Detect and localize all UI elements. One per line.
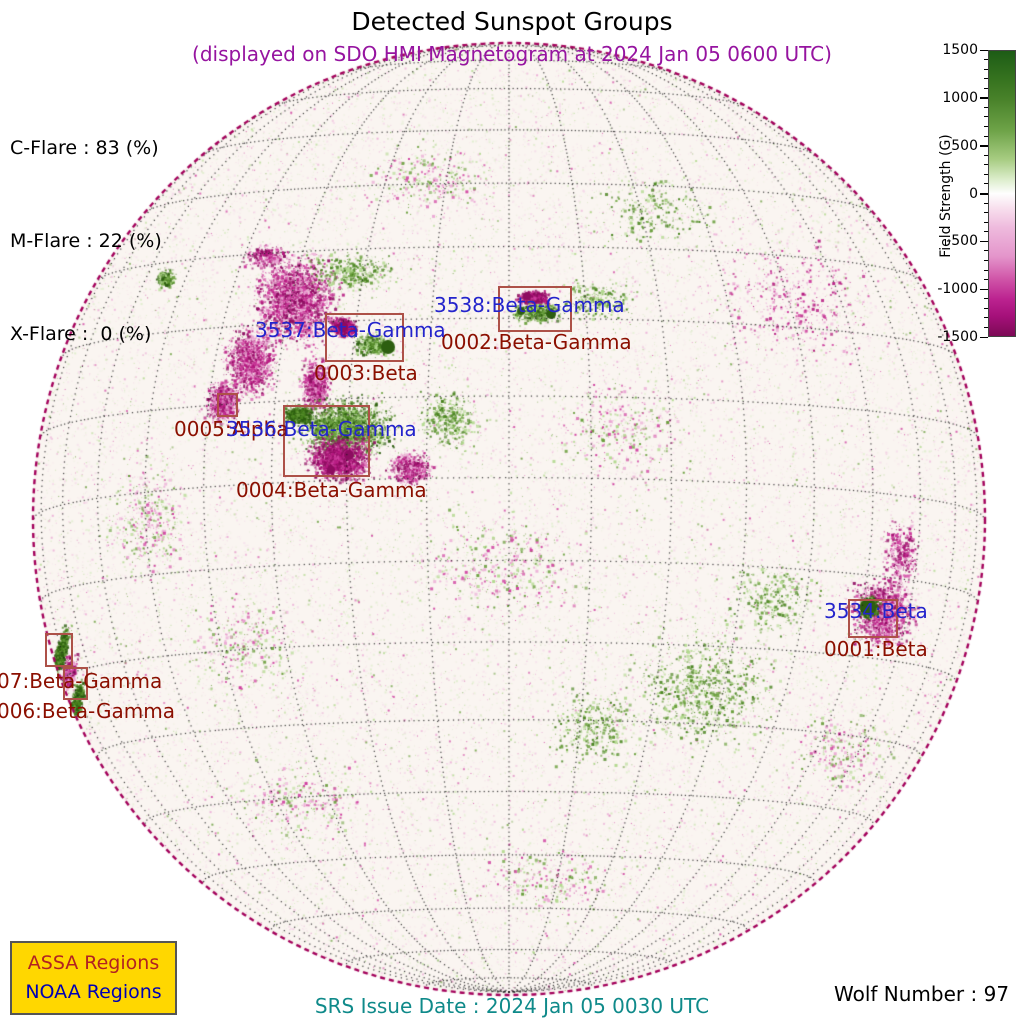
sunspot-region-box bbox=[848, 599, 898, 638]
colorbar-minor-tick bbox=[984, 154, 988, 156]
colorbar-tick-label: 1000 bbox=[942, 89, 978, 106]
c-flare-probability: C-Flare : 83 (%) bbox=[10, 137, 159, 159]
colorbar-major-tick bbox=[980, 145, 988, 147]
colorbar-major-tick bbox=[980, 97, 988, 99]
colorbar-minor-tick bbox=[984, 87, 988, 89]
colorbar-major-tick bbox=[980, 193, 988, 195]
colorbar-minor-tick bbox=[984, 231, 988, 233]
colorbar-tick-label: -1000 bbox=[937, 281, 978, 298]
colorbar-tick-label: -500 bbox=[946, 233, 978, 250]
colorbar-minor-tick bbox=[984, 78, 988, 80]
noaa-region-label: 3536:Beta-Gamma bbox=[226, 417, 417, 441]
colorbar-major-tick bbox=[980, 240, 988, 243]
colorbar-minor-tick bbox=[984, 164, 988, 166]
assa-region-label: 0005:Alpha bbox=[174, 417, 289, 441]
assa-region-label: 07:Beta-Gamma bbox=[0, 669, 163, 693]
x-flare-probability: X-Flare : 0 (%) bbox=[10, 323, 152, 345]
colorbar-minor-tick bbox=[984, 135, 988, 137]
colorbar-minor-tick bbox=[984, 298, 988, 300]
colorbar-minor-tick bbox=[984, 326, 988, 328]
colorbar-tick-label: 1500 bbox=[942, 42, 978, 58]
colorbar-minor-tick bbox=[984, 173, 988, 175]
noaa-region-label: 3537:Beta-Gamma bbox=[255, 318, 446, 342]
assa-region-label: 0002:Beta-Gamma bbox=[441, 330, 632, 354]
sunspot-region-box bbox=[217, 393, 238, 417]
colorbar-tick-label: 500 bbox=[951, 137, 978, 154]
colorbar-minor-tick bbox=[984, 259, 988, 261]
legend-assa-label: ASSA Regions bbox=[27, 951, 160, 974]
colorbar-minor-tick bbox=[984, 221, 988, 223]
chart-title: Detected Sunspot Groups bbox=[351, 7, 673, 36]
sunspot-region-box bbox=[63, 667, 88, 700]
colorbar-minor-tick bbox=[984, 279, 988, 281]
colorbar-minor-tick bbox=[984, 106, 988, 108]
colorbar-minor-tick bbox=[984, 212, 988, 214]
colorbar-minor-tick bbox=[984, 317, 988, 319]
assa-region-label: 0004:Beta-Gamma bbox=[236, 478, 427, 502]
flare-probabilities: C-Flare : 83 (%) M-Flare : 22 (%) X-Flar… bbox=[10, 71, 162, 412]
noaa-region-label: 3538:Beta-Gamma bbox=[434, 293, 625, 317]
chart-subtitle: (displayed on SDO HMI Magnetogram at 202… bbox=[192, 42, 832, 66]
colorbar-minor-tick bbox=[984, 116, 988, 118]
colorbar-tick-label: -1500 bbox=[937, 329, 978, 345]
colorbar-minor-tick bbox=[984, 59, 988, 61]
sunspot-region-box bbox=[325, 313, 404, 362]
assa-region-label: 0001:Beta bbox=[824, 637, 928, 661]
colorbar-minor-tick bbox=[984, 126, 988, 128]
legend-box: ASSA Regions NOAA Regions bbox=[10, 941, 177, 1015]
sunspot-region-box bbox=[283, 405, 370, 477]
colorbar-minor-tick bbox=[984, 269, 988, 271]
sunspot-region-box bbox=[498, 286, 572, 332]
assa-region-label: 0003:Beta bbox=[314, 361, 418, 385]
colorbar-gradient bbox=[988, 50, 1016, 337]
noaa-region-label: 3534:Beta bbox=[824, 599, 928, 623]
colorbar-minor-tick bbox=[984, 183, 988, 185]
colorbar-major-tick bbox=[980, 336, 988, 338]
legend-noaa-label: NOAA Regions bbox=[25, 981, 162, 1004]
sunspot-region-box bbox=[45, 633, 73, 667]
wolf-number: Wolf Number : 97 bbox=[834, 982, 1010, 1006]
colorbar-minor-tick bbox=[984, 307, 988, 309]
colorbar-minor-tick bbox=[984, 250, 988, 252]
colorbar-minor-tick bbox=[984, 202, 988, 204]
colorbar-minor-tick bbox=[984, 68, 988, 70]
colorbar-tick-label: 0 bbox=[969, 185, 978, 202]
colorbar-major-tick bbox=[980, 49, 988, 51]
colorbar-major-tick bbox=[980, 288, 988, 291]
srs-issue-date: SRS Issue Date : 2024 Jan 05 0030 UTC bbox=[314, 994, 710, 1018]
m-flare-probability: M-Flare : 22 (%) bbox=[10, 230, 162, 252]
assa-region-label: 006:Beta-Gamma bbox=[0, 699, 175, 723]
